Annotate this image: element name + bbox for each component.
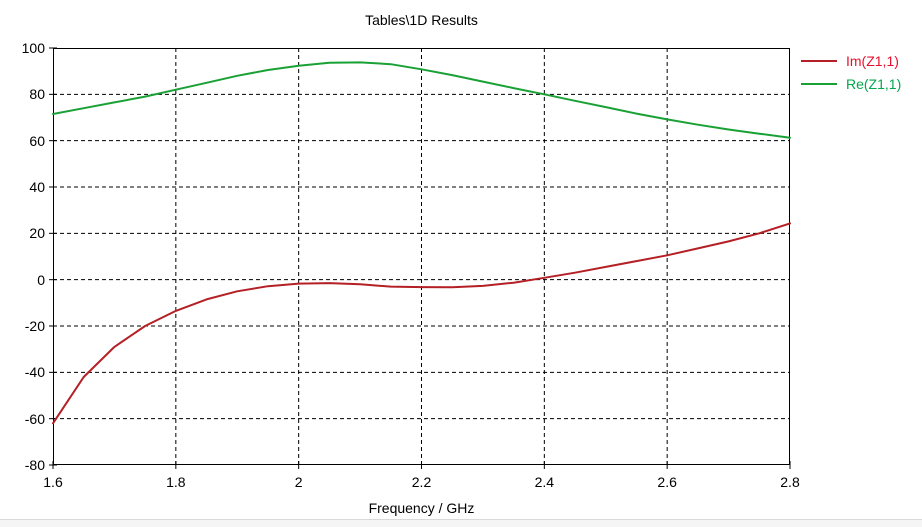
window-bottom-edge <box>0 519 922 520</box>
y-tick-label: 100 <box>21 40 45 56</box>
plot-canvas[interactable] <box>49 47 791 469</box>
chart-title: Tables\1D Results <box>365 12 478 28</box>
x-tick-label: 2 <box>294 474 303 490</box>
x-tick-label: 2.6 <box>657 474 677 490</box>
legend-label-re: Re(Z1,1) <box>846 75 902 92</box>
x-axis-title: Frequency / GHz <box>368 500 475 516</box>
x-tick-label: 1.8 <box>166 474 186 490</box>
legend-label-im: Im(Z1,1) <box>846 52 899 69</box>
x-tick-label: 2.2 <box>411 474 432 490</box>
plot-frame <box>53 48 790 465</box>
y-tick-label: -60 <box>24 410 45 427</box>
plot-area[interactable] <box>49 47 791 469</box>
window-bottom-strip <box>0 520 922 527</box>
legend-item-im: Im(Z1,1) <box>801 49 901 72</box>
legend-item-re: Re(Z1,1) <box>801 72 901 95</box>
legend: Im(Z1,1) Re(Z1,1) <box>801 49 901 95</box>
legend-line-re-icon <box>801 82 837 85</box>
series-curve-re <box>52 61 791 139</box>
x-tick-label: 2.4 <box>534 474 555 490</box>
y-tick-label: -20 <box>24 318 45 334</box>
y-tick-label: 60 <box>29 132 45 149</box>
x-axis-tick-labels: 1.6 1.8 2 2.2 2.4 2.6 2.8 <box>43 465 799 490</box>
y-tick-label: 0 <box>37 271 45 288</box>
y-tick-label: -40 <box>24 364 45 381</box>
series-curve-im <box>52 222 791 425</box>
y-tick-label: 80 <box>29 86 45 103</box>
y-axis-tick-labels: 100 80 60 40 20 0 -20 -40 -60 -80 <box>0 40 45 473</box>
y-tick-label: 40 <box>29 179 45 195</box>
y-tick-label: 20 <box>29 225 45 242</box>
legend-line-im-icon <box>801 59 837 62</box>
x-tick-label: 1.6 <box>43 474 63 490</box>
x-tick-label: 2.8 <box>780 474 800 490</box>
y-tick-label: -80 <box>24 457 45 473</box>
